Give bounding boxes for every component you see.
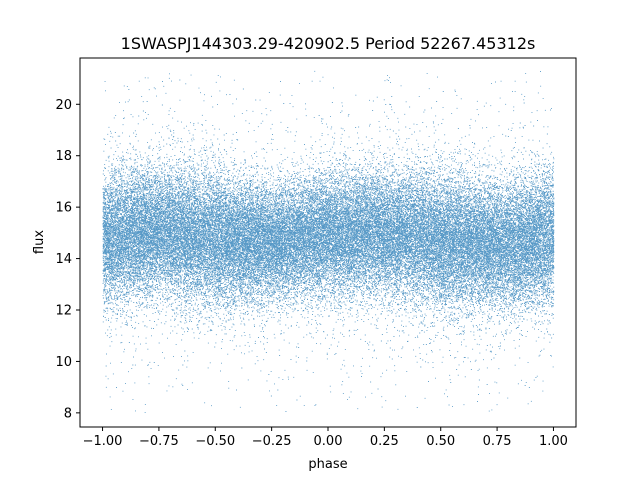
x-tick-label: 0.75 — [483, 434, 512, 449]
x-tick-label: 0.00 — [314, 434, 343, 449]
x-tick-label: −0.50 — [195, 434, 235, 449]
y-tick-label: 14 — [55, 252, 72, 267]
x-tick-label: −0.25 — [252, 434, 292, 449]
y-tick-label: 8 — [64, 406, 72, 421]
x-tick-label: 0.50 — [426, 434, 455, 449]
y-tick-label: 18 — [55, 149, 72, 164]
y-tick-label: 20 — [55, 98, 72, 113]
y-tick-label: 12 — [55, 304, 72, 319]
scatter-points — [102, 70, 555, 413]
chart-title: 1SWASPJ144303.29-420902.5 Period 52267.4… — [121, 34, 536, 53]
x-tick-label: −0.75 — [139, 434, 179, 449]
data-points — [102, 70, 555, 413]
x-axis-label: phase — [308, 457, 347, 472]
x-tick-label: 1.00 — [539, 434, 568, 449]
x-tick-label: 0.25 — [370, 434, 399, 449]
y-axis: 8 10 12 14 16 18 20 — [55, 98, 80, 421]
y-tick-label: 10 — [55, 355, 72, 370]
x-axis: −1.00 −0.75 −0.50 −0.25 0.00 0.25 0.50 0.75 1.00 — [83, 427, 568, 449]
y-axis-label: flux — [32, 230, 47, 254]
x-tick-label: −1.00 — [83, 434, 123, 449]
y-tick-label: 16 — [55, 201, 72, 216]
